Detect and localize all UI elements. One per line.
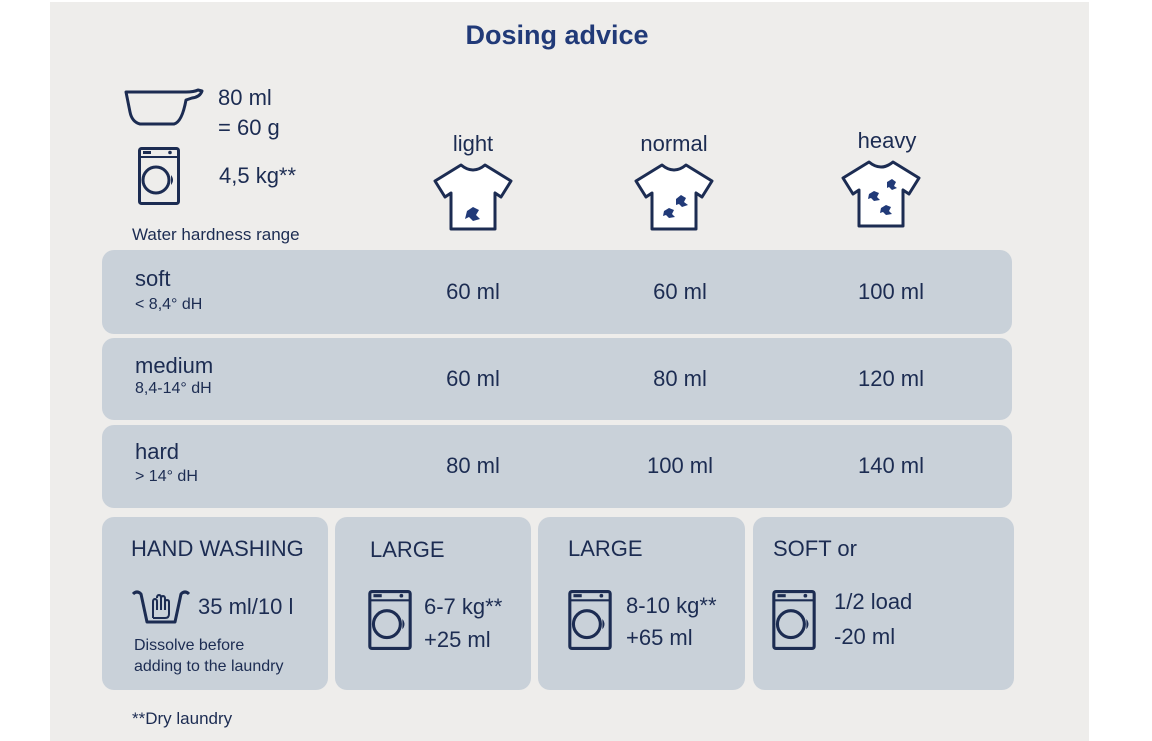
row-value-light: 60 ml bbox=[446, 366, 500, 391]
large-load-weight: 6-7 kg** bbox=[424, 594, 503, 619]
row-value-heavy: 140 ml bbox=[857, 453, 925, 478]
large-load-dose: +25 ml bbox=[424, 627, 491, 652]
half-load-box: SOFT or 1/2 load -20 ml bbox=[753, 517, 1014, 690]
box-title: LARGE bbox=[370, 537, 445, 562]
row-value-normal: 100 ml bbox=[646, 453, 714, 478]
half-load-dose: -20 ml bbox=[834, 624, 896, 649]
row-value-normal: 60 ml bbox=[653, 279, 707, 304]
row-value-light: 60 ml bbox=[446, 279, 500, 304]
machine-load: 4,5 kg** bbox=[219, 163, 297, 188]
hand-wash-icon bbox=[131, 590, 191, 624]
half-load-label: 1/2 load bbox=[834, 589, 913, 614]
row-soft: soft < 8,4° dH 60 ml 60 ml 100 ml bbox=[102, 250, 1012, 334]
cup-volume: 80 ml bbox=[218, 85, 272, 110]
soiling-normal-label: normal bbox=[640, 131, 708, 156]
washing-machine-icon bbox=[772, 590, 816, 650]
row-value-normal: 80 ml bbox=[653, 366, 707, 391]
row-value-light: 80 ml bbox=[446, 453, 500, 478]
tshirt-normal-stain-icon bbox=[634, 163, 714, 231]
footnote: **Dry laundry bbox=[132, 709, 233, 728]
page-title: Dosing advice bbox=[465, 20, 649, 50]
washing-machine-icon bbox=[138, 147, 180, 205]
washing-machine-icon bbox=[368, 590, 412, 650]
row-value-heavy: 100 ml bbox=[857, 279, 925, 304]
tshirt-light-stain-icon bbox=[433, 163, 513, 231]
cup-weight: = 60 g bbox=[218, 115, 280, 140]
row-range: > 14° dH bbox=[135, 468, 198, 485]
hand-note-1: Dissolve before bbox=[134, 637, 245, 654]
large-load-box-2: LARGE 8-10 kg** +65 ml bbox=[538, 517, 745, 690]
row-level: soft bbox=[135, 266, 171, 291]
row-range: < 8,4° dH bbox=[135, 296, 203, 313]
row-level: hard bbox=[135, 439, 180, 464]
soiling-heavy-label: heavy bbox=[857, 128, 917, 153]
large-load-weight: 8-10 kg** bbox=[626, 593, 717, 618]
tshirt-heavy-stain-icon bbox=[841, 160, 921, 228]
measuring-cup-icon bbox=[124, 88, 204, 126]
washing-machine-icon bbox=[568, 590, 612, 650]
hand-washing-box: HAND WASHING 35 ml/10 l Dissolve before … bbox=[102, 517, 328, 690]
large-load-box-1: LARGE 6-7 kg** +25 ml bbox=[335, 517, 531, 690]
box-title: SOFT or bbox=[773, 536, 857, 561]
row-value-heavy: 120 ml bbox=[857, 366, 925, 391]
large-load-dose: +65 ml bbox=[626, 625, 693, 650]
row-level: medium bbox=[135, 353, 214, 378]
hand-dose: 35 ml/10 l bbox=[198, 594, 294, 619]
row-medium: medium 8,4-14° dH 60 ml 80 ml 120 ml bbox=[102, 338, 1012, 420]
hand-note-2: adding to the laundry bbox=[134, 658, 284, 675]
box-title: LARGE bbox=[568, 536, 643, 561]
soiling-light-label: light bbox=[452, 131, 494, 156]
water-hardness-label: Water hardness range bbox=[132, 225, 300, 244]
row-range: 8,4-14° dH bbox=[135, 380, 212, 397]
box-title: HAND WASHING bbox=[131, 536, 304, 561]
row-hard: hard > 14° dH 80 ml 100 ml 140 ml bbox=[102, 425, 1012, 508]
